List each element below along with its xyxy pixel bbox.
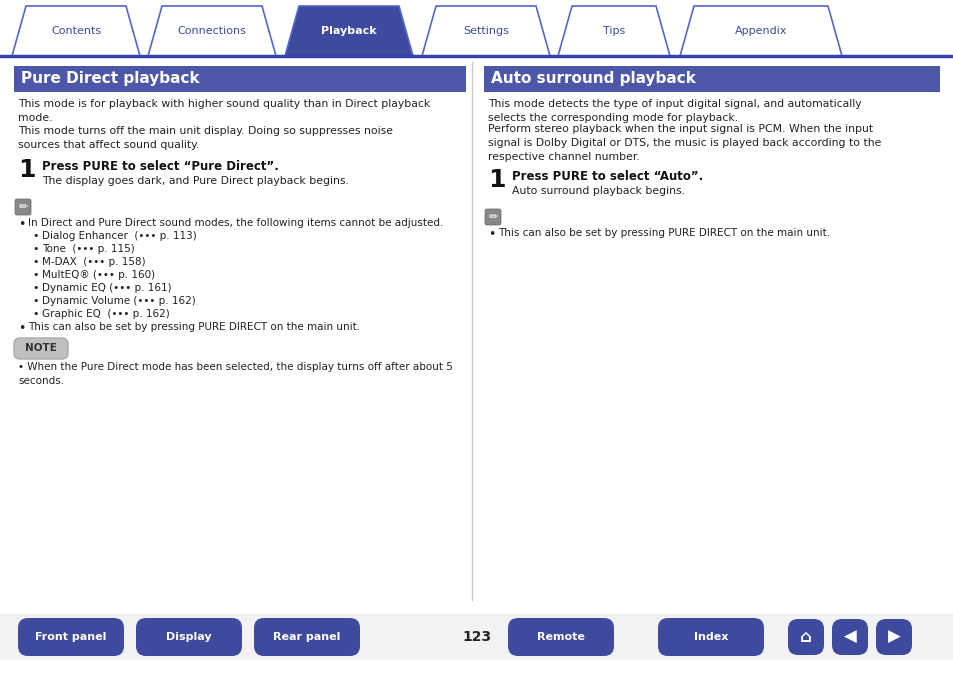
Text: Remote: Remote: [537, 632, 584, 642]
Polygon shape: [285, 6, 413, 56]
FancyBboxPatch shape: [507, 618, 614, 656]
Text: •: •: [488, 228, 495, 241]
Text: Index: Index: [693, 632, 727, 642]
Bar: [14, 66, 465, 92]
Text: Tone  (••• p. 115): Tone (••• p. 115): [42, 244, 134, 254]
Text: Dialog Enhancer  (••• p. 113): Dialog Enhancer (••• p. 113): [42, 231, 196, 241]
Text: Pure Direct playback: Pure Direct playback: [21, 71, 199, 87]
Text: Display: Display: [166, 632, 212, 642]
Text: MultEQ® (••• p. 160): MultEQ® (••• p. 160): [42, 270, 155, 280]
Text: Perform stereo playback when the input signal is PCM. When the input
signal is D: Perform stereo playback when the input s…: [488, 124, 881, 162]
Polygon shape: [12, 6, 140, 56]
Text: •: •: [32, 231, 38, 241]
Text: ✏: ✏: [488, 212, 497, 222]
Text: •: •: [32, 296, 38, 306]
Text: Press PURE to select “Pure Direct”.: Press PURE to select “Pure Direct”.: [42, 160, 278, 173]
Text: In Direct and Pure Direct sound modes, the following items cannot be adjusted.: In Direct and Pure Direct sound modes, t…: [28, 218, 443, 228]
FancyBboxPatch shape: [831, 619, 867, 655]
Text: • When the Pure Direct mode has been selected, the display turns off after about: • When the Pure Direct mode has been sel…: [18, 362, 453, 386]
Text: Dynamic EQ (••• p. 161): Dynamic EQ (••• p. 161): [42, 283, 172, 293]
Text: NOTE: NOTE: [25, 343, 57, 353]
Polygon shape: [148, 6, 275, 56]
Text: •: •: [18, 322, 26, 335]
Polygon shape: [679, 6, 841, 56]
Text: Playback: Playback: [321, 26, 376, 36]
Text: M-DAX  (••• p. 158): M-DAX (••• p. 158): [42, 257, 146, 267]
FancyBboxPatch shape: [253, 618, 359, 656]
Text: This mode detects the type of input digital signal, and automatically
selects th: This mode detects the type of input digi…: [488, 99, 861, 123]
Text: This mode turns off the main unit display. Doing so suppresses noise
sources tha: This mode turns off the main unit displa…: [18, 126, 393, 150]
FancyBboxPatch shape: [136, 618, 242, 656]
Polygon shape: [558, 6, 669, 56]
Text: 1: 1: [18, 158, 35, 182]
Text: This mode is for playback with higher sound quality than in Direct playback
mode: This mode is for playback with higher so…: [18, 99, 430, 123]
Text: This can also be set by pressing PURE DIRECT on the main unit.: This can also be set by pressing PURE DI…: [497, 228, 829, 238]
Text: •: •: [32, 270, 38, 280]
Text: •: •: [32, 283, 38, 293]
Text: ▶: ▶: [886, 628, 900, 646]
Text: •: •: [32, 244, 38, 254]
Text: Press PURE to select “Auto”.: Press PURE to select “Auto”.: [512, 170, 702, 183]
Text: The display goes dark, and Pure Direct playback begins.: The display goes dark, and Pure Direct p…: [42, 176, 349, 186]
Text: •: •: [32, 309, 38, 319]
Text: Tips: Tips: [602, 26, 624, 36]
Text: ◀: ◀: [842, 628, 856, 646]
Text: 123: 123: [462, 630, 491, 644]
Text: 1: 1: [488, 168, 505, 192]
FancyBboxPatch shape: [15, 199, 30, 215]
FancyBboxPatch shape: [875, 619, 911, 655]
Text: Rear panel: Rear panel: [273, 632, 340, 642]
FancyBboxPatch shape: [787, 619, 823, 655]
Text: Appendix: Appendix: [734, 26, 786, 36]
FancyBboxPatch shape: [658, 618, 763, 656]
Text: Connections: Connections: [177, 26, 246, 36]
Bar: [483, 66, 939, 92]
Polygon shape: [421, 6, 550, 56]
Text: Graphic EQ  (••• p. 162): Graphic EQ (••• p. 162): [42, 309, 170, 319]
FancyBboxPatch shape: [484, 209, 500, 225]
FancyBboxPatch shape: [14, 338, 68, 359]
FancyBboxPatch shape: [18, 618, 124, 656]
Text: This can also be set by pressing PURE DIRECT on the main unit.: This can also be set by pressing PURE DI…: [28, 322, 359, 332]
Bar: [0, 614, 953, 660]
Text: Dynamic Volume (••• p. 162): Dynamic Volume (••• p. 162): [42, 296, 195, 306]
Text: •: •: [18, 218, 26, 231]
Text: Auto surround playback begins.: Auto surround playback begins.: [512, 186, 684, 196]
Text: ✏: ✏: [18, 202, 28, 212]
Text: Front panel: Front panel: [35, 632, 107, 642]
Text: •: •: [32, 257, 38, 267]
Text: Contents: Contents: [51, 26, 101, 36]
Text: ⌂: ⌂: [800, 628, 811, 646]
Text: Settings: Settings: [462, 26, 508, 36]
Text: Auto surround playback: Auto surround playback: [491, 71, 695, 87]
